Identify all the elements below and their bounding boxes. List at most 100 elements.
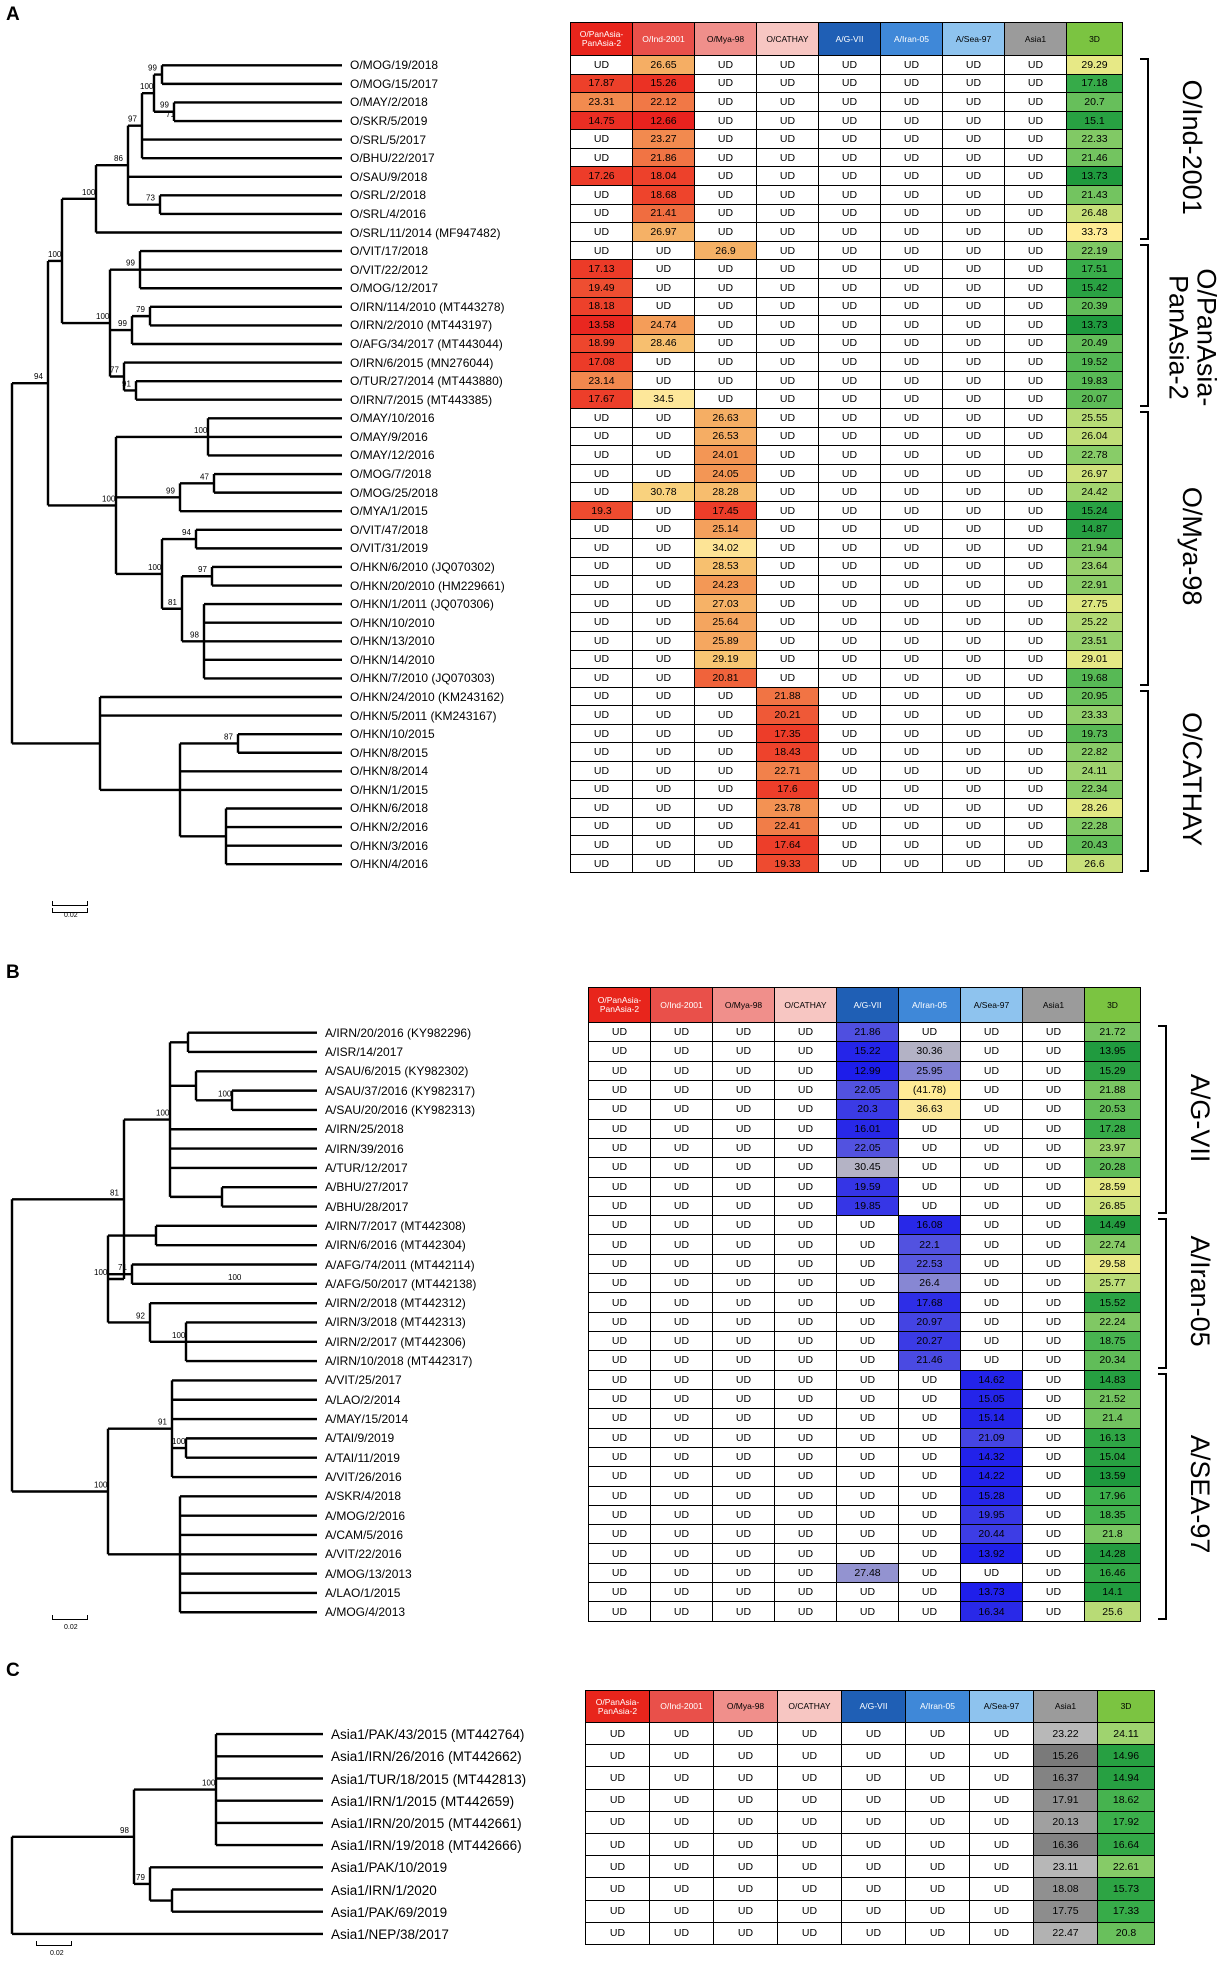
ct-value-cell: UD <box>942 500 1005 521</box>
ct-value-cell: UD <box>942 389 1005 409</box>
ct-value-cell: 15.26 <box>1033 1744 1098 1768</box>
taxon-label: A/IRN/25/2018 <box>325 1122 404 1137</box>
ct-value-cell: 22.24 <box>1084 1311 1141 1333</box>
ct-value-cell: UD <box>713 1855 778 1879</box>
ct-value-cell: UD <box>1004 760 1067 781</box>
table-row: UD UD 26.63 UD UD UD UD UD 25.55 <box>570 407 1123 428</box>
taxon-label: O/HKN/10/2010 <box>350 615 435 630</box>
ct-value-cell: UD <box>650 1195 713 1217</box>
ct-value-cell: UD <box>756 556 819 577</box>
ct-value-cell: UD <box>841 1721 906 1746</box>
taxon-label: O/VIT/17/2018 <box>350 244 429 259</box>
ct-value-cell: UD <box>756 575 819 595</box>
taxon-label: O/HKN/20/2010 (HM229661) <box>350 578 505 593</box>
ct-value-cell: UD <box>632 519 695 540</box>
ct-value-cell: 12.66 <box>632 110 695 131</box>
ct-value-cell: UD <box>712 1215 775 1236</box>
ct-value-cell: UD <box>632 816 695 837</box>
ct-value-cell: UD <box>570 742 633 762</box>
ct-value-cell: UD <box>712 1195 775 1217</box>
ct-value-cell: 27.48 <box>836 1562 899 1584</box>
ct-value-cell: 19.83 <box>1066 370 1123 391</box>
ct-value-cell: UD <box>942 575 1005 595</box>
ct-value-cell: UD <box>880 166 943 187</box>
ct-value-cell: UD <box>712 1234 775 1255</box>
ct-value-cell: UD <box>570 519 633 540</box>
ct-value-cell: UD <box>1022 1021 1085 1043</box>
ct-value-cell: UD <box>588 1504 651 1526</box>
ct-value-cell: 17.87 <box>570 73 633 94</box>
ct-value-cell: UD <box>1004 147 1067 168</box>
ct-value-cell: UD <box>942 668 1005 688</box>
ct-value-cell: UD <box>570 445 633 465</box>
ct-value-cell: UD <box>570 482 633 502</box>
ct-value-cell: UD <box>942 612 1005 632</box>
ct-value-cell: UD <box>632 538 695 558</box>
ct-value-cell: UD <box>836 1504 899 1526</box>
ct-value-cell: UD <box>712 1524 775 1545</box>
taxon-label: O/MOG/7/2018 <box>350 467 432 482</box>
ct-value-cell: UD <box>712 1601 775 1622</box>
ct-value-cell: UD <box>942 723 1005 744</box>
ct-value-cell: UD <box>570 222 633 242</box>
taxon-label: O/VIT/22/2012 <box>350 262 429 277</box>
ct-value-cell: 21.86 <box>836 1021 899 1043</box>
ct-value-cell: 22.71 <box>756 760 819 781</box>
ct-value-cell: UD <box>756 593 819 614</box>
ct-value-cell: UD <box>818 538 881 558</box>
table-row: UD 21.86 UD UD UD UD UD UD 21.46 <box>570 147 1123 168</box>
ct-value-cell: UD <box>1022 1041 1085 1062</box>
ct-value-cell: UD <box>942 538 1005 558</box>
ct-value-cell: 26.9 <box>694 240 757 261</box>
ct-value-cell: UD <box>1022 1195 1085 1217</box>
taxon-label: A/TUR/12/2017 <box>325 1160 408 1175</box>
ct-value-cell: UD <box>649 1788 714 1812</box>
column-header: A/G-VII <box>818 22 881 56</box>
ct-value-cell: UD <box>880 742 943 762</box>
ct-value-cell: 19.3 <box>570 500 633 521</box>
ct-value-cell: 23.31 <box>570 92 633 112</box>
taxon-label: O/MAY/10/2016 <box>350 411 435 426</box>
ct-value-cell: UD <box>632 649 695 670</box>
ct-value-cell: UD <box>694 166 757 187</box>
bootstrap-value: 71 <box>118 1263 127 1272</box>
ct-heatmap-b: O/PanAsia-PanAsia-2 O/Ind-2001 O/Mya-98 O/C… <box>588 987 1141 1622</box>
ct-value-cell: UD <box>1022 1311 1085 1333</box>
ct-value-cell: UD <box>632 296 695 317</box>
bootstrap-value: 91 <box>158 1418 167 1427</box>
ct-value-cell: UD <box>969 1921 1034 1945</box>
ct-value-cell: UD <box>1004 686 1067 707</box>
taxon-label: O/HKN/1/2015 <box>350 782 429 797</box>
bootstrap-value: 98 <box>190 630 199 639</box>
ct-value-cell: UD <box>818 110 881 131</box>
ct-value-cell: UD <box>585 1877 650 1901</box>
ct-value-cell: UD <box>942 705 1005 725</box>
ct-value-cell: UD <box>570 835 633 855</box>
ct-value-cell: UD <box>774 1157 837 1178</box>
ct-value-cell: UD <box>1004 333 1067 354</box>
ct-value-cell: UD <box>1022 1408 1085 1429</box>
ct-value-cell: 21.43 <box>1066 185 1123 205</box>
ct-value-cell: UD <box>942 73 1005 94</box>
ct-value-cell: 28.28 <box>694 482 757 502</box>
ct-value-cell: UD <box>756 110 819 131</box>
ct-value-cell: UD <box>632 705 695 725</box>
tree-branch <box>10 1198 124 1493</box>
ct-value-cell: UD <box>880 705 943 725</box>
taxon-label: O/HKN/14/2010 <box>350 652 435 667</box>
taxon-label: O/VIT/31/2019 <box>350 541 429 556</box>
ct-value-cell: 17.68 <box>898 1292 961 1313</box>
table-row: UD UD UD UD UD UD UD 23.11 22.61 <box>585 1855 1155 1879</box>
taxon-label: A/MOG/13/2013 <box>325 1566 412 1581</box>
ct-value-cell: UD <box>960 1118 1023 1139</box>
ct-value-cell: UD <box>898 1485 961 1506</box>
taxon-label: A/ISR/14/2017 <box>325 1044 404 1059</box>
ct-value-cell: 19.95 <box>960 1504 1023 1526</box>
ct-value-cell: UD <box>650 1273 713 1294</box>
ct-value-cell: UD <box>1004 538 1067 558</box>
ct-value-cell: UD <box>942 166 1005 187</box>
ct-value-cell: 17.91 <box>1033 1788 1098 1812</box>
scale-bar-c <box>36 1938 72 1946</box>
taxon-label: O/MOG/15/2017 <box>350 76 439 91</box>
ct-value-cell: UD <box>756 166 819 187</box>
